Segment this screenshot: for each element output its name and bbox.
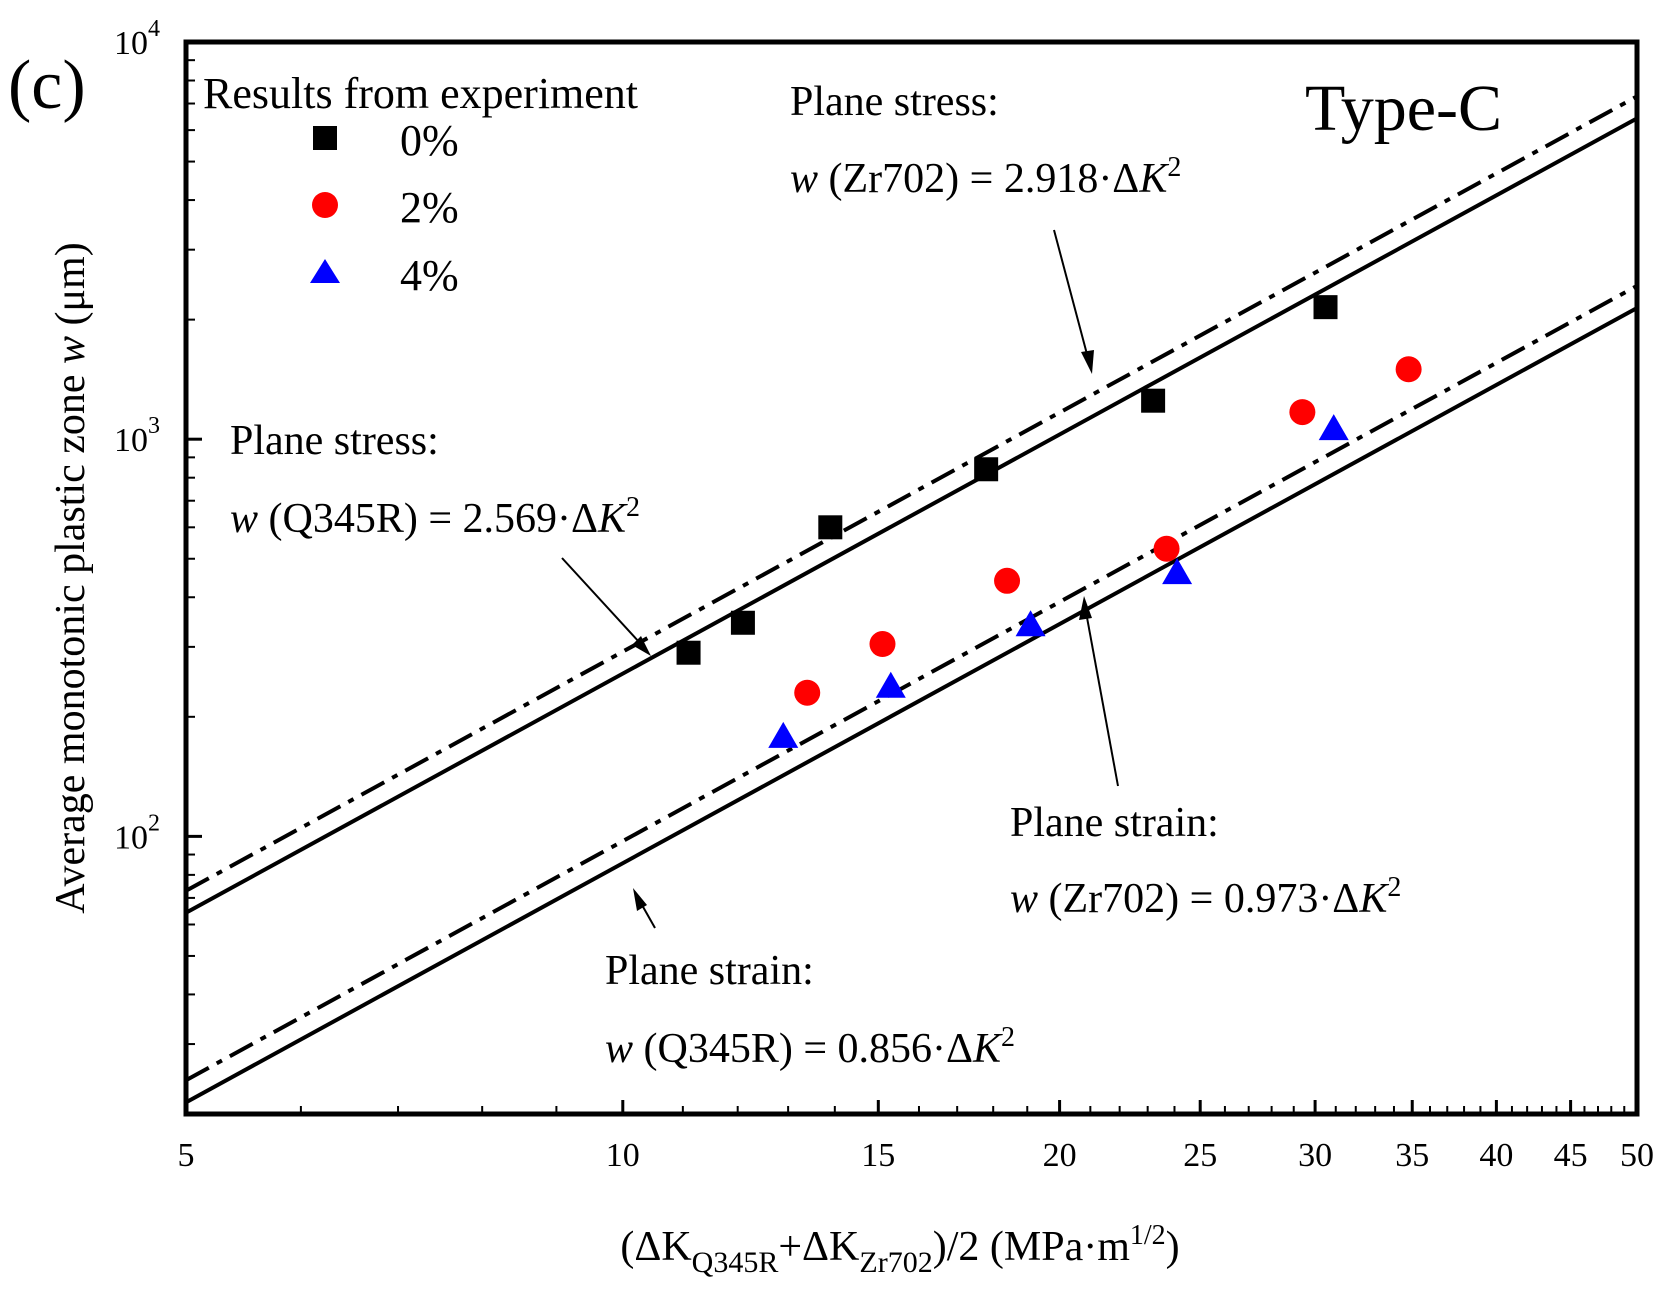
annotation-arrow (641, 904, 656, 929)
x-tick-label: 30 (1298, 1137, 1332, 1174)
arrow-head (1079, 596, 1092, 620)
legend-title: Results from experiment (203, 69, 638, 118)
data-point-triangle (1162, 558, 1193, 585)
data-point-square (1141, 388, 1166, 413)
data-point-square (974, 457, 999, 482)
annotation-equation: w (Q345R) = 2.569·ΔK2 (230, 492, 640, 542)
chart-title: Type-C (1305, 72, 1502, 145)
legend-triangle-marker (310, 259, 340, 283)
annotation-plane-stress-q345r: Plane stress: w (Q345R) = 2.569·ΔK2 (230, 418, 651, 656)
x-tick-label: 45 (1554, 1137, 1588, 1174)
fit-line-0 (185, 94, 1638, 893)
annotation-arrow (561, 557, 641, 644)
data-point-circle (994, 567, 1021, 594)
fit-line-1 (185, 116, 1638, 915)
legend: Results from experiment 0% 2% 4% (203, 69, 638, 300)
fit-line-3 (185, 306, 1638, 1105)
annotation-heading: Plane stress: (230, 418, 439, 464)
data-point-circle (1395, 356, 1422, 383)
annotation-plane-strain-q345r: Plane strain: w (Q345R) = 0.856·ΔK2 (605, 888, 1015, 1072)
fit-line-2 (185, 284, 1638, 1082)
arrow-head (633, 888, 647, 911)
data-point-circle (794, 679, 821, 706)
annotation-plane-stress-zr702: Plane stress: w (Zr702) = 2.918·ΔK2 (790, 79, 1181, 374)
annotation-heading: Plane strain: (1010, 800, 1219, 846)
tick-labels: 5 10 15 20 25 30 35 40 45 50 102 103 104 (114, 16, 1654, 1174)
y-tick-label: 102 (114, 810, 160, 856)
data-point-triangle (1318, 414, 1349, 441)
annotation-equation: w (Zr702) = 2.918·ΔK2 (790, 152, 1181, 202)
data-point-square (818, 515, 843, 540)
data-point-circle (1289, 399, 1316, 426)
panel-label: (c) (8, 47, 86, 124)
legend-square-marker (313, 126, 337, 150)
legend-label-2: 2% (400, 183, 459, 232)
data-point-circle (869, 631, 896, 658)
y-tick-label: 103 (114, 413, 160, 459)
x-tick-label: 15 (861, 1137, 895, 1174)
x-tick-label: 5 (178, 1137, 195, 1174)
data-point-circle (1153, 535, 1180, 562)
annotation-arrow (1053, 229, 1089, 359)
y-axis-title: Average monotonic plastic zone w (μm) (48, 242, 94, 913)
annotation-equation: w (Q345R) = 0.856·ΔK2 (605, 1022, 1015, 1072)
x-tick-label: 20 (1043, 1137, 1077, 1174)
data-point-square (1313, 295, 1338, 320)
data-markers (676, 295, 1422, 748)
x-tick-label: 40 (1479, 1137, 1513, 1174)
annotation-arrow (1085, 611, 1119, 787)
data-point-triangle (875, 671, 906, 698)
legend-label-0: 0% (400, 116, 459, 165)
legend-label-4: 4% (400, 251, 459, 300)
data-point-square (730, 610, 755, 635)
y-tick-label: 104 (114, 16, 160, 62)
x-tick-label: 10 (606, 1137, 640, 1174)
annotation-equation: w (Zr702) = 0.973·ΔK2 (1010, 872, 1401, 922)
x-axis-title: (ΔKQ345R+ΔKZr702)/2 (MPa·m1/2) (620, 1220, 1179, 1279)
annotation-heading: Plane stress: (790, 79, 999, 125)
data-point-triangle (768, 721, 799, 748)
fit-lines (185, 94, 1638, 1105)
arrow-head (632, 636, 651, 656)
arrow-head (1081, 350, 1094, 374)
x-tick-label: 35 (1395, 1137, 1429, 1174)
annotation-heading: Plane strain: (605, 948, 814, 994)
x-tick-label: 50 (1620, 1137, 1654, 1174)
x-tick-label: 25 (1183, 1137, 1217, 1174)
data-point-triangle (1015, 610, 1046, 637)
annotation-plane-strain-zr702: Plane strain: w (Zr702) = 0.973·ΔK2 (1010, 596, 1401, 922)
legend-circle-marker (312, 192, 338, 218)
plot-frame (183, 39, 1640, 1117)
data-point-square (676, 640, 701, 665)
